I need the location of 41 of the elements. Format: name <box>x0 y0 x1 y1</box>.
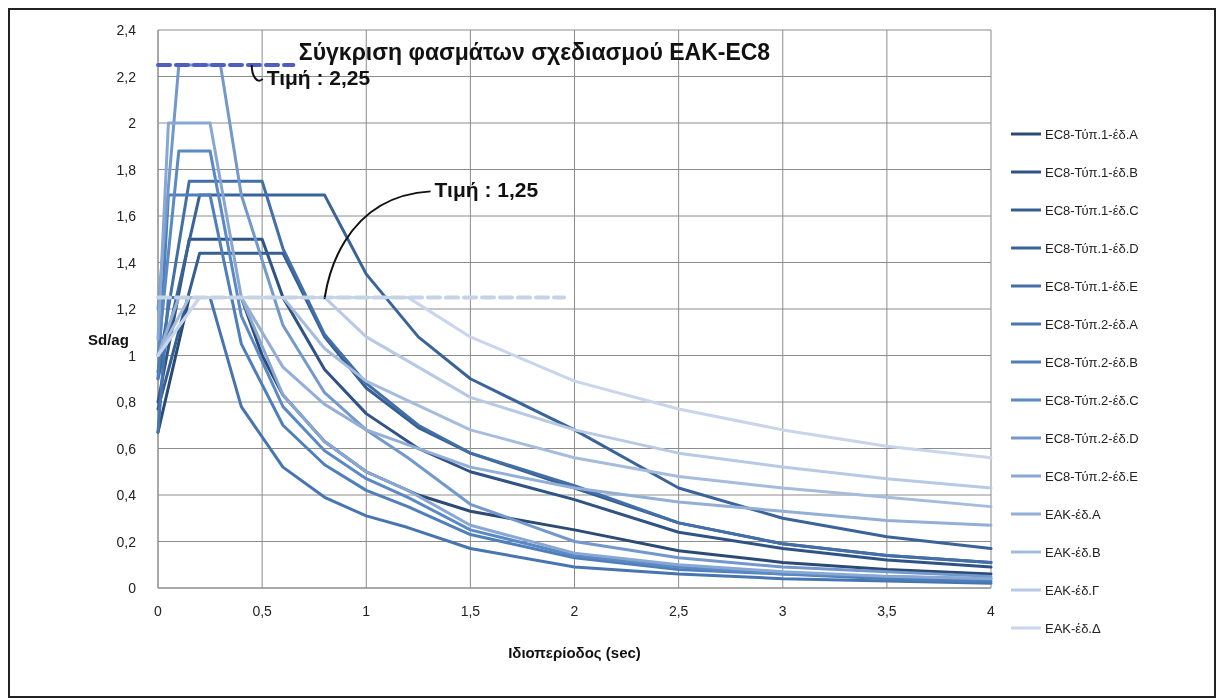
x-tick-label: 3 <box>778 603 787 619</box>
legend-label: ΕΑΚ-έδ.Δ <box>1045 621 1101 636</box>
y-tick-label: 0,4 <box>116 487 137 503</box>
y-tick-label: 2 <box>128 115 137 131</box>
x-tick-label: 2 <box>570 603 579 619</box>
legend-label: EC8-Τύπ.1-έδ.A <box>1045 127 1139 142</box>
x-tick-label: 0 <box>154 603 163 619</box>
legend-label: EC8-Τύπ.2-έδ.E <box>1045 469 1139 484</box>
legend-label: EC8-Τύπ.2-έδ.A <box>1045 317 1139 332</box>
y-tick-label: 2,4 <box>116 22 137 38</box>
legend-label: EC8-Τύπ.1-έδ.E <box>1045 279 1139 294</box>
legend-label: EC8-Τύπ.1-έδ.B <box>1045 165 1138 180</box>
legend-label: EC8-Τύπ.2-έδ.C <box>1045 393 1139 408</box>
x-tick-label: 2,5 <box>668 603 689 619</box>
y-tick-label: 0,6 <box>116 440 137 457</box>
y-tick-label: 0,2 <box>116 533 137 550</box>
annotation: Τιμή : 2,25 <box>266 65 371 89</box>
legend-label: EC8-Τύπ.1-έδ.C <box>1045 203 1139 218</box>
x-tick-label: 0,5 <box>252 603 273 619</box>
x-tick-label: 1,5 <box>460 603 481 619</box>
x-tick-label: 1 <box>362 603 371 619</box>
y-tick-label: 0 <box>128 580 137 596</box>
y-tick-label: 1 <box>128 347 137 364</box>
y-tick-label: 1,6 <box>116 208 137 224</box>
legend-label: ΕΑΚ-έδ.Α <box>1045 507 1101 522</box>
legend-label: EC8-Τύπ.2-έδ.D <box>1045 431 1139 446</box>
chart-title: Σύγκριση φασμάτων σχεδιασμού ΕΑΚ-EC8 <box>298 39 771 65</box>
y-tick-label: 1,8 <box>116 161 137 178</box>
x-tick-label: 4 <box>987 603 996 619</box>
legend-label: EC8-Τύπ.2-έδ.B <box>1045 355 1138 370</box>
y-tick-label: 2,2 <box>116 68 137 85</box>
x-tick-label: 3,5 <box>877 603 897 619</box>
x-axis-title: Ιδιοπερίοδος (sec) <box>508 644 641 661</box>
y-tick-label: 1,4 <box>116 254 137 271</box>
legend-label: ΕΑΚ-έδ.Β <box>1045 545 1101 560</box>
y-tick-label: 0,8 <box>116 394 137 410</box>
annotation: Τιμή : 1,25 <box>434 178 539 202</box>
legend-label: EC8-Τύπ.1-έδ.D <box>1045 241 1139 256</box>
legend-label: ΕΑΚ-έδ.Γ <box>1045 583 1100 598</box>
y-tick-label: 1,2 <box>116 301 137 317</box>
y-axis-title: Sd/ag <box>88 331 129 349</box>
